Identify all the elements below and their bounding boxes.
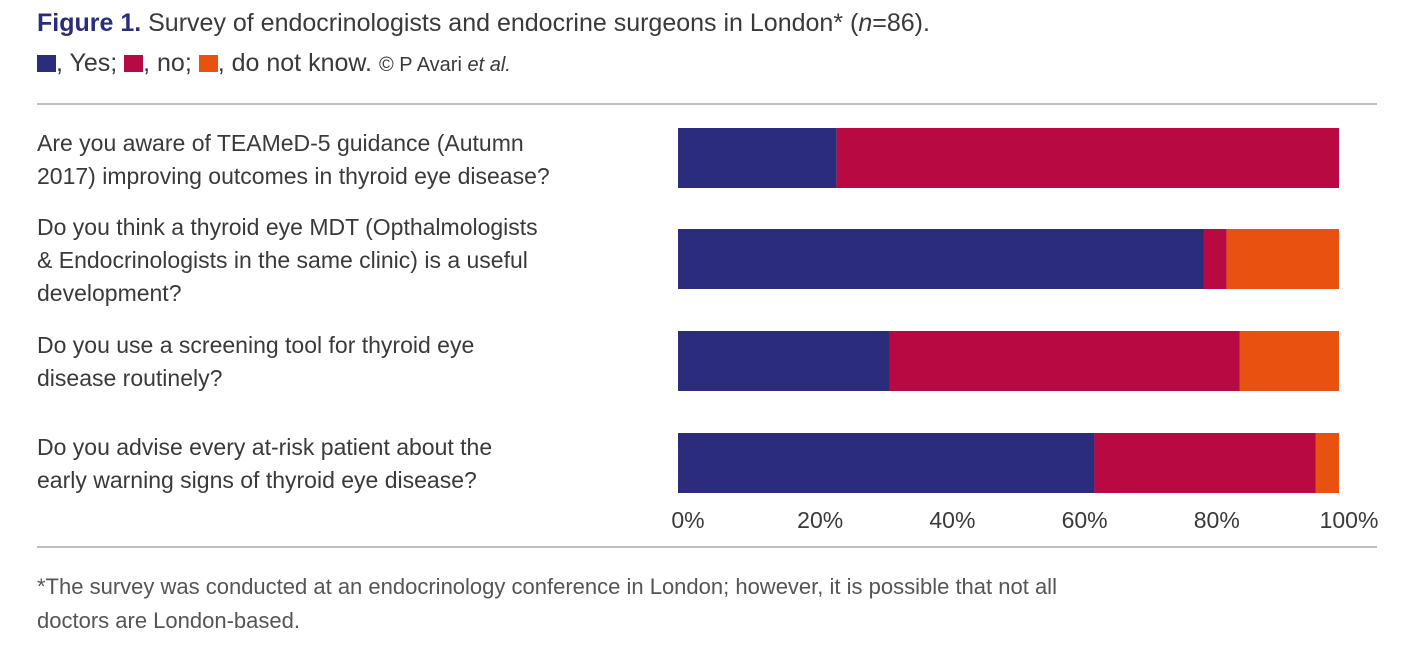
legend-label-dont-know: , do not know. — [217, 49, 373, 77]
caption-n-italic: n — [858, 9, 873, 37]
x-tick-label: 0% — [671, 507, 704, 533]
x-tick-label: 80% — [1194, 507, 1240, 533]
caption-title-text: Survey of endocrinologists and endocrine… — [141, 9, 859, 37]
bar-segment-dont-know-q3 — [1239, 331, 1339, 391]
question-label-3: Do you use a screening tool for thyroid … — [37, 329, 667, 395]
figure-caption: Figure 1. Survey of endocrinologists and… — [37, 6, 1377, 82]
figure-label: Figure 1. — [37, 9, 142, 37]
bar-segment-yes-q2 — [678, 229, 1204, 289]
question-label-line: Do you think a thyroid eye MDT (Opthalmo… — [37, 214, 538, 240]
bar-segment-no-q4 — [1094, 433, 1316, 493]
bar-segment-no-q3 — [889, 331, 1240, 391]
x-tick-label: 40% — [929, 507, 975, 533]
legend-swatch-yes — [37, 55, 56, 72]
footnote-line-1: *The survey was conducted at an endocrin… — [37, 574, 1057, 599]
bar-segment-yes-q1 — [678, 128, 837, 188]
question-label-4: Do you advise every at-risk patient abou… — [37, 431, 667, 497]
legend-swatch-no — [124, 55, 144, 72]
legend: , Yes; , no; , do not know. © P Avari et… — [37, 46, 1377, 82]
copyright-italic: et al. — [467, 54, 511, 76]
question-label-line: Do you advise every at-risk patient abou… — [37, 434, 493, 460]
question-label-line: disease routinely? — [37, 365, 223, 391]
bar-segment-dont-know-q4 — [1315, 433, 1339, 493]
caption-title: Figure 1. Survey of endocrinologists and… — [37, 6, 1377, 40]
bar-segment-no-q1 — [836, 128, 1339, 188]
footnote: *The survey was conducted at an endocrin… — [37, 570, 1367, 638]
top-divider — [37, 103, 1377, 105]
question-label-2: Do you think a thyroid eye MDT (Opthalmo… — [37, 211, 667, 310]
x-tick-label: 100% — [1320, 507, 1379, 533]
question-label-line: Are you aware of TEAMeD-5 guidance (Autu… — [37, 130, 524, 156]
question-label-line: & Endocrinologists in the same clinic) i… — [37, 247, 528, 273]
question-label-line: development? — [37, 280, 182, 306]
question-label-1: Are you aware of TEAMeD-5 guidance (Autu… — [37, 127, 667, 193]
bar-segment-dont-know-q2 — [1226, 229, 1339, 289]
legend-swatch-dont-know — [198, 55, 218, 72]
caption-n-value: =86). — [872, 9, 930, 37]
question-label-line: early warning signs of thyroid eye disea… — [37, 467, 477, 493]
x-tick-label: 60% — [1062, 507, 1108, 533]
legend-label-no: , no; — [143, 49, 192, 77]
bar-segment-yes-q3 — [678, 331, 890, 391]
question-label-line: 2017) improving outcomes in thyroid eye … — [37, 163, 550, 189]
footnote-line-2: doctors are London-based. — [37, 608, 300, 633]
bar-segment-yes-q4 — [678, 433, 1095, 493]
question-label-line: Do you use a screening tool for thyroid … — [37, 332, 475, 358]
bottom-divider — [37, 546, 1377, 548]
x-tick-label: 20% — [797, 507, 843, 533]
copyright-prefix: © P Avari — [378, 54, 468, 76]
legend-label-yes: , Yes; — [56, 49, 118, 77]
bar-segment-no-q2 — [1203, 229, 1227, 289]
